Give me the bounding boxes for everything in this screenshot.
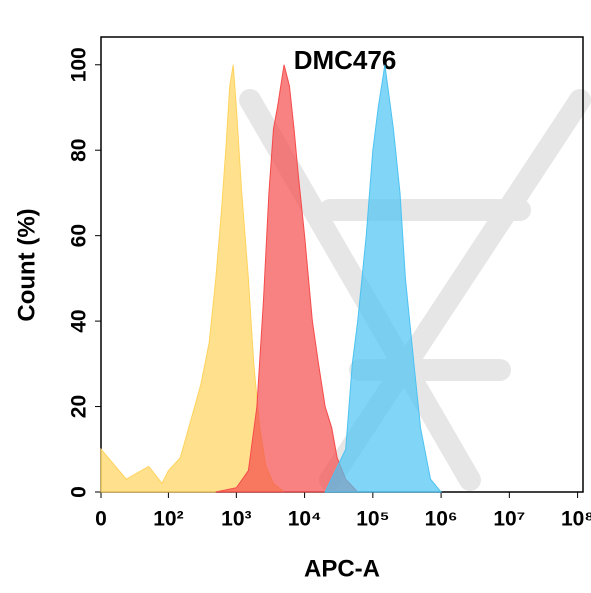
x-tick-label: 10⁸	[561, 508, 591, 531]
y-tick-label: 20	[68, 395, 91, 418]
x-tick-label: 0	[95, 508, 107, 531]
y-tick-label: 80	[68, 139, 91, 162]
y-axis-label: Count (%)	[13, 208, 40, 321]
y-tick-label: 40	[68, 309, 91, 332]
histogram-area	[215, 64, 359, 493]
x-tick-label: 10⁵	[356, 508, 389, 531]
x-tick-label: 10⁷	[493, 508, 525, 531]
y-tick-label: 0	[68, 486, 91, 498]
x-tick-label: 10³	[221, 508, 251, 531]
chart-title: DMC476	[294, 45, 397, 75]
y-tick-label: 100	[68, 47, 91, 82]
x-tick-label: 10⁶	[425, 508, 458, 531]
y-tick-label: 60	[68, 224, 91, 247]
x-tick-label: 10⁴	[288, 508, 322, 531]
histogram-area	[324, 64, 443, 493]
x-axis-label: APC-A	[304, 555, 380, 582]
x-tick-label: 10²	[153, 508, 183, 531]
